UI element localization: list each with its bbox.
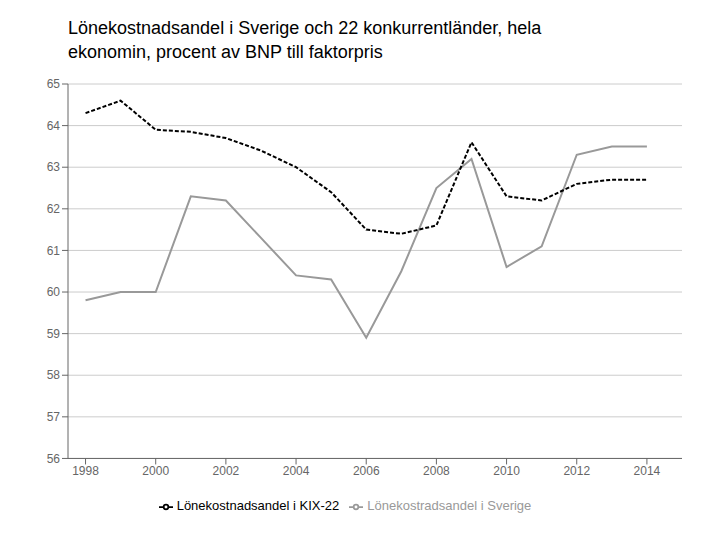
svg-text:2006: 2006 [353,464,380,478]
svg-text:2010: 2010 [493,464,520,478]
svg-text:2008: 2008 [423,464,450,478]
svg-text:58: 58 [47,368,61,382]
svg-text:2000: 2000 [142,464,169,478]
svg-text:57: 57 [47,410,61,424]
svg-text:2002: 2002 [213,464,240,478]
svg-text:2012: 2012 [563,464,590,478]
html-text:ekonomin, procent av BNP till: ekonomin, procent av BNP till faktorpris [68,42,383,62]
svg-text:60: 60 [47,285,61,299]
svg-text:61: 61 [47,244,61,258]
svg-text:64: 64 [47,119,61,133]
svg-text:59: 59 [47,327,61,341]
svg-text:1998: 1998 [72,464,99,478]
html-text:Lönekostnadsandel i Sverige oc: Lönekostnadsandel i Sverige och 22 konku… [68,18,542,38]
svg-text:56: 56 [47,452,61,466]
svg-text:65: 65 [47,77,61,91]
svg-text:2004: 2004 [283,464,310,478]
svg-text:63: 63 [47,160,61,174]
svg-text:2014: 2014 [634,464,661,478]
html-text:Lönekostnadsandel i KIX-22: Lönekostnadsandel i KIX-22 [176,498,340,514]
html-text:Lönekostradsandel i Sverige: Lönekostradsandel i Sverige [367,498,532,514]
svg-text:62: 62 [47,202,61,216]
